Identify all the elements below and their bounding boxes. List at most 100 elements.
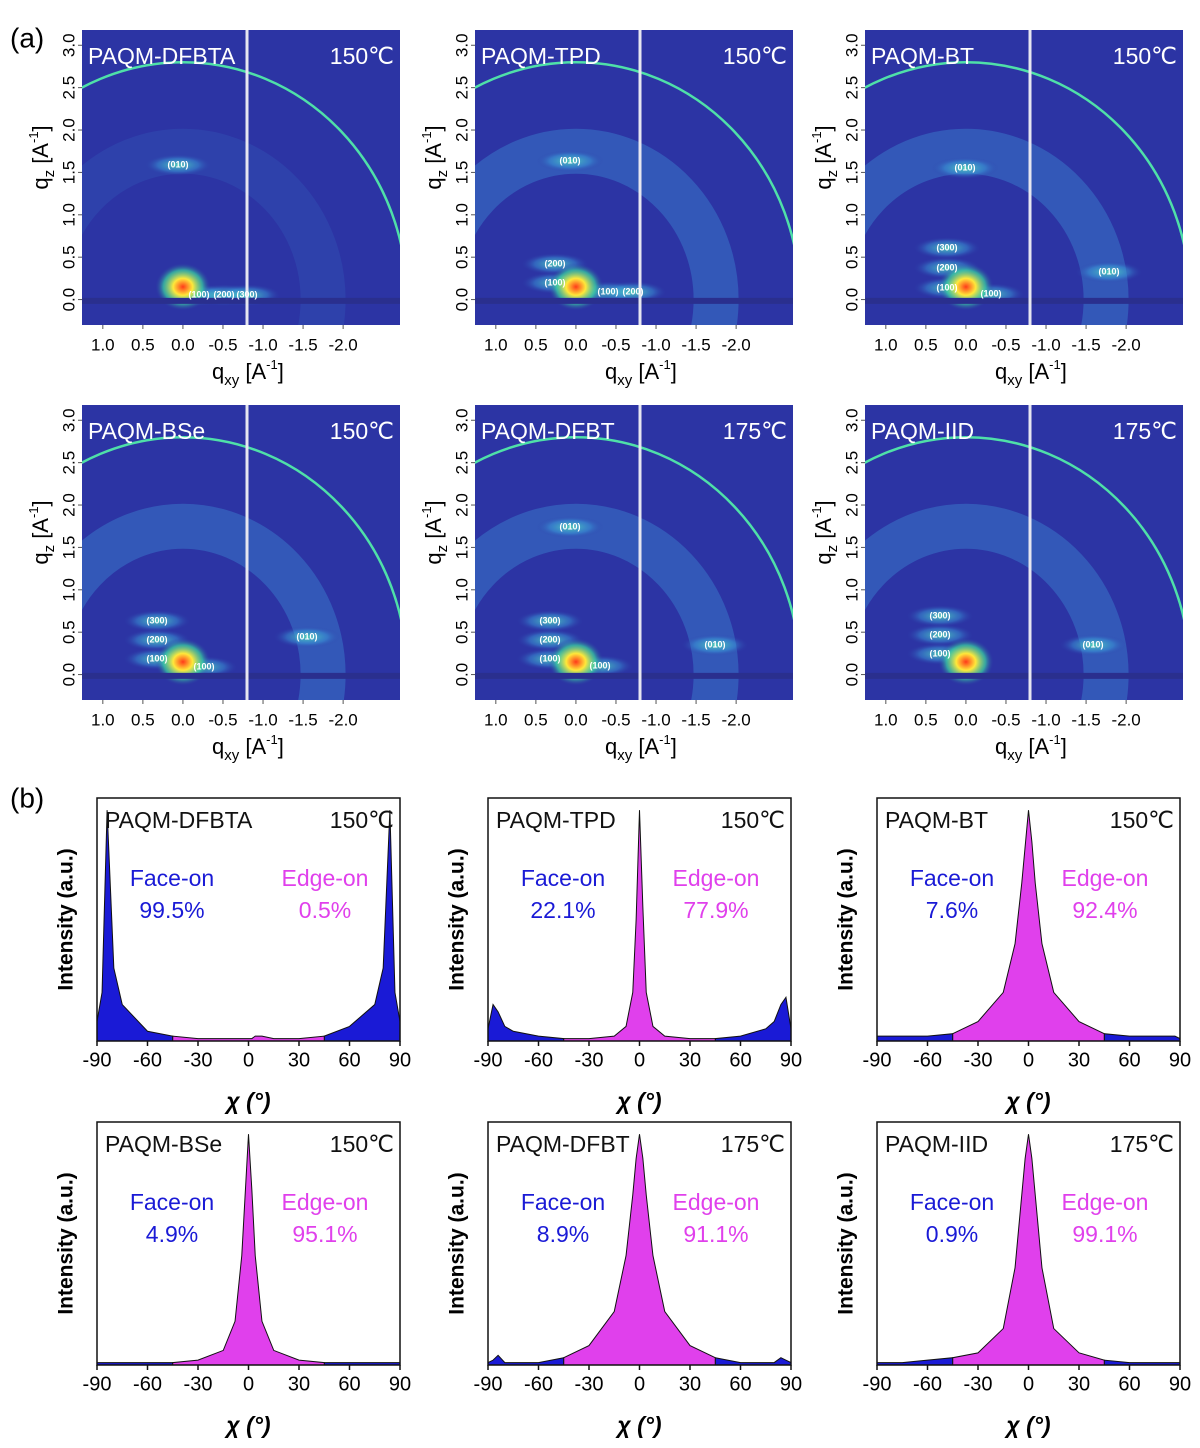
- x-tick-label: -0.5: [601, 335, 630, 354]
- panel-label: (b): [10, 782, 44, 813]
- x-tick-label: -60: [913, 1049, 942, 1071]
- area: [487, 1003, 565, 1042]
- axis-label-part: xy: [617, 372, 633, 389]
- x-tick-label: 0: [243, 1049, 254, 1071]
- x-axis-label: χ (°): [223, 1412, 270, 1438]
- x-tick-label: 60: [338, 1049, 360, 1071]
- panel-title: PAQM-DFBT: [496, 1131, 630, 1157]
- peak-label: (300): [236, 289, 257, 299]
- temperature: 150℃: [330, 807, 394, 833]
- area: [487, 1354, 565, 1366]
- axis-label-part: xy: [617, 747, 633, 764]
- panel-title: PAQM-BSe: [105, 1131, 222, 1157]
- panel-title: PAQM-IID: [871, 418, 974, 444]
- peak-label: (010): [559, 155, 580, 165]
- axis-label-part: ]: [671, 734, 677, 759]
- x-tick-label: -1.5: [288, 335, 317, 354]
- peak-glow: [931, 157, 999, 179]
- peak-glow: [144, 154, 212, 176]
- x-tick-label: 0.0: [954, 335, 978, 354]
- y-axis-label: Intensity (a.u.): [55, 848, 78, 990]
- peak-label: (100): [188, 289, 209, 299]
- axis-label: qz [A-1]: [419, 500, 452, 564]
- y-axis-label: Intensity (a.u.): [835, 848, 858, 990]
- area: [876, 1033, 954, 1042]
- x-tick-label: 0: [634, 1373, 645, 1395]
- x-axis-label: χ (°): [223, 1088, 270, 1114]
- y-tick-label: 1.5: [842, 161, 861, 185]
- x-tick-label: -1.5: [681, 335, 710, 354]
- x-tick-label: 1.0: [484, 710, 508, 729]
- axis-label-part: ]: [28, 500, 53, 506]
- axis-label-part: xy: [1007, 747, 1023, 764]
- axis-label-part: q: [995, 734, 1007, 759]
- area: [1103, 1033, 1181, 1042]
- axis-label-part: q: [605, 359, 617, 384]
- x-tick-label: -1.0: [641, 710, 670, 729]
- series-share: 22.1%: [530, 897, 595, 923]
- panel-title: PAQM-DFBT: [481, 418, 615, 444]
- kapton-ring: [865, 61, 1183, 246]
- peak-label: (010): [954, 162, 975, 172]
- x-tick-label: 0.5: [131, 710, 155, 729]
- temperature: 175℃: [721, 1131, 785, 1157]
- axis-label-part: [A: [1022, 359, 1049, 384]
- peak-glow: [273, 626, 341, 648]
- axis-label-part: q: [212, 359, 224, 384]
- panel-title: PAQM-TPD: [496, 807, 616, 833]
- x-tick-label: 1.0: [484, 335, 508, 354]
- x-tick-label: -1.0: [641, 335, 670, 354]
- peak-label: (100): [980, 288, 1001, 298]
- x-tick-label: -2.0: [1111, 335, 1140, 354]
- area: [172, 1134, 325, 1366]
- area: [952, 810, 1105, 1042]
- x-axis-label: χ (°): [1003, 1412, 1050, 1438]
- y-tick-label: 0.5: [452, 620, 471, 644]
- axis-label: qz [A-1]: [419, 125, 452, 189]
- x-tick-label: -90: [863, 1049, 892, 1071]
- panel-title: PAQM-IID: [885, 1131, 988, 1157]
- area: [952, 1134, 1105, 1366]
- series-name: Face-on: [521, 1189, 605, 1215]
- x-tick-label: 90: [780, 1049, 802, 1071]
- area: [876, 1357, 954, 1366]
- x-tick-label: 60: [338, 1373, 360, 1395]
- axis-label-part: q: [28, 177, 53, 189]
- detector-image: [82, 405, 400, 700]
- y-tick-label: 1.5: [452, 161, 471, 185]
- detector-image: [475, 405, 793, 700]
- x-tick-label: -60: [524, 1049, 553, 1071]
- temperature: 150℃: [1110, 807, 1174, 833]
- axis-label-part: -1: [809, 131, 824, 143]
- series-name: Edge-on: [673, 865, 760, 891]
- x-tick-label: 0: [1023, 1049, 1034, 1071]
- series-share: 77.9%: [683, 897, 748, 923]
- x-tick-label: 0.5: [914, 710, 938, 729]
- x-tick-label: 90: [1169, 1373, 1191, 1395]
- peak-label: (100): [597, 286, 618, 296]
- peak-label: (010): [559, 521, 580, 531]
- peak-label: (100): [544, 277, 565, 287]
- image-background: [475, 30, 793, 325]
- peak-glow: [1075, 261, 1143, 283]
- image-background: [82, 30, 400, 325]
- axis-label-part: [A: [632, 359, 659, 384]
- y-axis-label: Intensity (a.u.): [446, 1172, 469, 1314]
- series-name: Edge-on: [673, 1189, 760, 1215]
- x-tick-label: -1.0: [248, 710, 277, 729]
- peak-label: (200): [929, 629, 950, 639]
- x-axis-label: χ (°): [614, 1088, 661, 1114]
- axis-label-part: q: [28, 552, 53, 564]
- x-tick-label: -1.0: [1031, 710, 1060, 729]
- x-tick-label: -60: [133, 1049, 162, 1071]
- y-axis-label: Intensity (a.u.): [55, 1172, 78, 1314]
- x-tick-label: 0.0: [171, 335, 195, 354]
- y-tick-label: 1.0: [452, 203, 471, 227]
- y-tick-label: 0.0: [842, 288, 861, 312]
- x-tick-label: -30: [575, 1373, 604, 1395]
- x-tick-label: 60: [1118, 1373, 1140, 1395]
- x-tick-label: -2.0: [721, 710, 750, 729]
- y-tick-label: 0.5: [842, 620, 861, 644]
- axis-label: qz [A-1]: [809, 500, 842, 564]
